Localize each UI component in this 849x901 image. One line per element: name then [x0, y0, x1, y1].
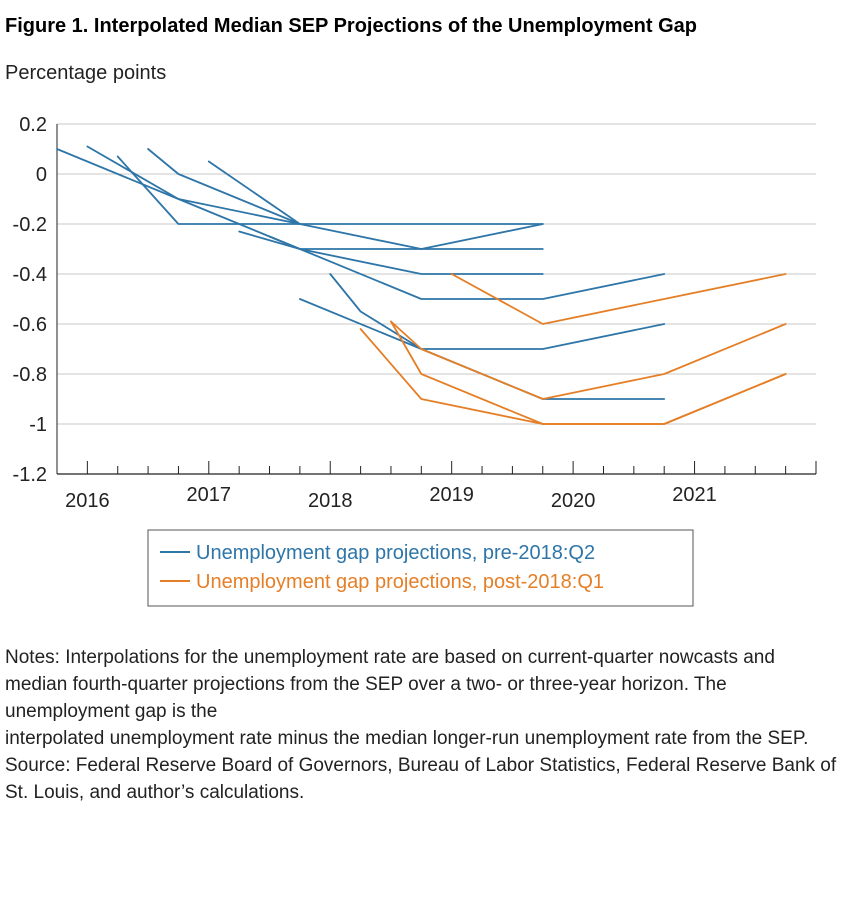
x-tick-label: 2017	[187, 484, 232, 506]
series-line-pre	[268, 235, 666, 300]
y-tick-label: -1	[29, 414, 47, 436]
x-tick-label: 2020	[551, 490, 596, 512]
x-tick-label: 2016	[65, 490, 110, 512]
series-line-pre	[56, 148, 544, 225]
series-layer	[56, 145, 787, 425]
notes-text-1: Notes: Interpolations for the unemployme…	[5, 647, 775, 722]
y-tick-label: 0	[36, 164, 47, 186]
series-line-pre	[207, 160, 301, 225]
legend-label: Unemployment gap projections, post-2018:…	[196, 571, 604, 593]
y-axis-units-label: Percentage points	[5, 62, 167, 84]
y-tick-label: -0.8	[13, 364, 47, 386]
y-tick-label: 0.2	[19, 114, 47, 136]
x-tick-label: 2018	[308, 490, 353, 512]
legend-box	[147, 529, 694, 607]
y-tick-label: -1.2	[13, 464, 47, 486]
legend-label: Unemployment gap projections, pre-2018:Q…	[196, 542, 595, 564]
series-line-pre	[116, 155, 544, 250]
y-tick-label: -0.4	[13, 264, 47, 286]
series-line-pre	[298, 298, 666, 350]
source-text: Source: Federal Reserve Board of Governo…	[5, 755, 837, 803]
line-chart: 0.2 0 -0.2 -0.4 -0.6 -0.8 -1 -1.2 2016 2017 2018 20…	[13, 114, 817, 607]
series-line-post	[390, 320, 787, 425]
series-line-pre	[238, 230, 544, 275]
series-line-post	[390, 320, 787, 400]
axis-layer: 0.2 0 -0.2 -0.4 -0.6 -0.8 -1 -1.2 2016 2017 2018 20…	[13, 114, 817, 512]
y-tick-label: -0.2	[13, 214, 47, 236]
y-tick-label: -0.6	[13, 314, 47, 336]
series-line-post	[450, 273, 787, 325]
x-tick-label: 2021	[672, 484, 717, 506]
legend: Unemployment gap projections, pre-2018:Q…	[147, 529, 694, 607]
notes-text-2: interpolated unemployment rate minus the…	[5, 728, 809, 749]
x-tick-label: 2019	[429, 484, 474, 506]
notes-block: Notes: Interpolations for the unemployme…	[5, 644, 840, 806]
series-line-pre	[147, 148, 301, 225]
figure-title: Figure 1. Interpolated Median SEP Projec…	[5, 15, 697, 37]
